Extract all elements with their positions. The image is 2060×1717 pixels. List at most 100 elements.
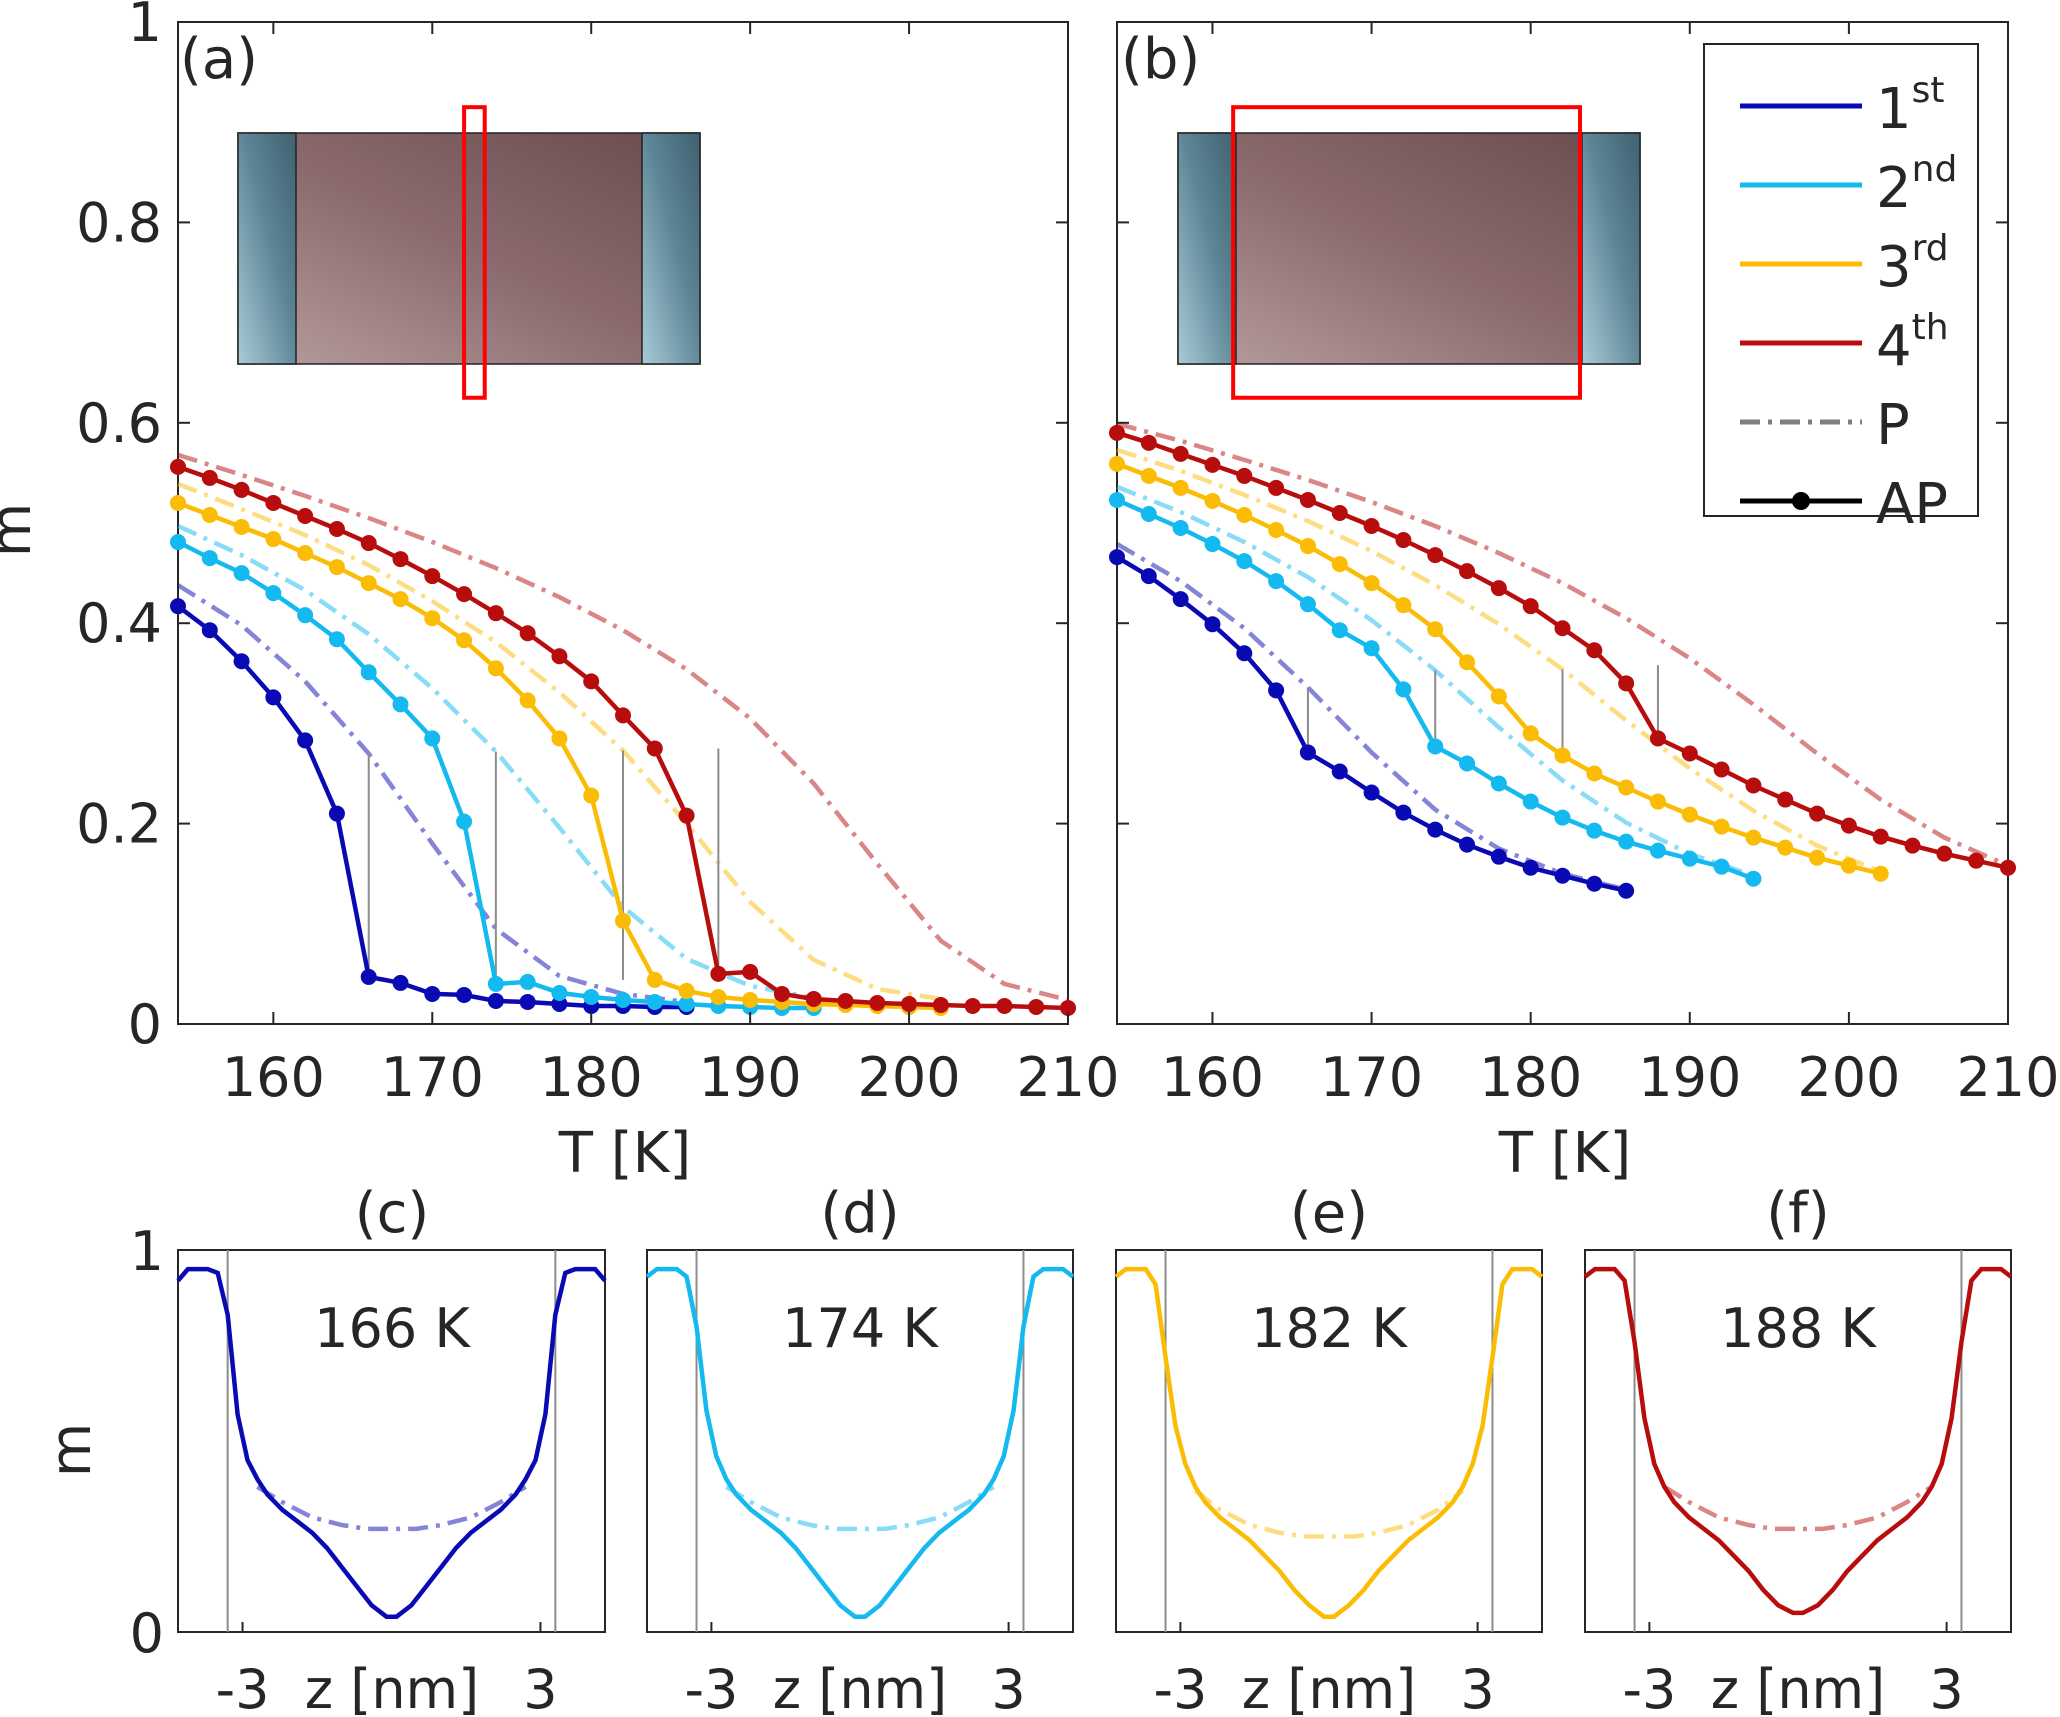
- ap-point-second: [1554, 809, 1571, 826]
- ap-point-first: [1109, 549, 1125, 566]
- ap-point-first: [328, 805, 345, 822]
- ap-point-first: [201, 622, 218, 639]
- ap-point-fourth: [869, 994, 886, 1011]
- averaging-region-box: [462, 105, 487, 400]
- ap-point-second: [1140, 505, 1157, 522]
- ap-point-third: [424, 610, 441, 627]
- temperature-label-c: 166 K: [314, 1297, 471, 1360]
- ap-point-second: [456, 813, 473, 830]
- ap-point-second: [1618, 833, 1635, 850]
- legend-label: AP: [1876, 472, 1948, 537]
- ap-point-second: [1268, 573, 1285, 590]
- x-tick-label: 180: [1479, 1046, 1582, 1109]
- ap-point-third: [583, 787, 600, 804]
- ap-point-second: [265, 585, 282, 602]
- ap-point-third: [1872, 865, 1889, 882]
- ap-point-fourth: [1331, 504, 1348, 521]
- ap-point-second: [678, 995, 695, 1012]
- ap-point-first: [170, 598, 186, 615]
- ap-point-third: [170, 494, 186, 511]
- ap-point-third: [1236, 506, 1253, 523]
- p-curve-second: [177, 523, 815, 1001]
- axes-frame: [177, 1249, 606, 1633]
- panel-label-a: (a): [180, 27, 258, 92]
- ap-point-second: [1236, 553, 1253, 570]
- inset-right-magnet: [641, 132, 701, 365]
- ap-point-third: [1554, 747, 1571, 764]
- ap-point-fourth: [1299, 491, 1316, 508]
- ap-point-third: [233, 519, 250, 536]
- ap-point-fourth: [551, 648, 568, 665]
- ap-point-fourth: [1028, 998, 1045, 1015]
- p-profile-fourth: [1663, 1484, 1933, 1532]
- y-tick-label: 0.4: [76, 592, 162, 655]
- ap-point-third: [1618, 779, 1635, 796]
- ap-point-fourth: [1936, 845, 1953, 862]
- ap-point-third: [1681, 806, 1698, 823]
- x-tick-label: 3: [1929, 1658, 1963, 1717]
- x-tick-label: 170: [1320, 1046, 1423, 1109]
- x-tick-label: 170: [381, 1046, 484, 1109]
- ap-point-third: [1490, 688, 1507, 705]
- ap-point-fourth: [1777, 791, 1794, 808]
- ap-point-third: [297, 545, 314, 562]
- legend-label: 4th: [1876, 307, 1949, 379]
- p-curve-fourth: [177, 452, 1069, 1003]
- ap-point-first: [1490, 848, 1507, 865]
- ap-point-fourth: [583, 673, 600, 690]
- x-tick-label: 160: [1161, 1046, 1264, 1109]
- ap-point-fourth: [1060, 999, 1076, 1016]
- averaging-region-box: [1231, 105, 1583, 400]
- ap-point-third: [519, 692, 536, 709]
- p-curve-third: [1116, 447, 1882, 874]
- axes-frame: [1115, 1249, 1543, 1633]
- ap-point-fourth: [1522, 598, 1539, 615]
- ap-point-fourth: [233, 481, 250, 498]
- ap-point-fourth: [328, 521, 345, 538]
- ap-point-third: [265, 531, 282, 548]
- ap-point-second: [1490, 775, 1507, 792]
- ap-point-third: [328, 559, 345, 576]
- ap-point-first: [1268, 682, 1285, 699]
- ap-point-fourth: [1586, 642, 1603, 659]
- ap-point-first: [1236, 645, 1253, 662]
- inset-right-magnet: [1581, 132, 1641, 365]
- x-tick-label: 190: [1638, 1046, 1741, 1109]
- inset-spacer-layer: [1177, 132, 1641, 365]
- ap-point-third: [615, 912, 631, 929]
- x-tick-label: 210: [1956, 1046, 2059, 1109]
- ap-point-fourth: [1427, 547, 1444, 564]
- ap-point-second: [1299, 596, 1316, 613]
- ap-point-second: [1681, 850, 1698, 867]
- ap-profile-third: [1114, 1266, 1544, 1619]
- y-tick-label: 0.8: [76, 191, 162, 254]
- ap-point-third: [1395, 597, 1412, 614]
- ap-point-third: [1427, 621, 1444, 638]
- ap-point-third: [1777, 839, 1794, 856]
- ap-point-third: [392, 591, 409, 608]
- ap-point-third: [456, 632, 473, 649]
- ap-point-fourth: [1204, 456, 1221, 473]
- x-tick-label: 3: [523, 1658, 557, 1717]
- ap-point-second: [1331, 622, 1348, 639]
- x-tick-label: 200: [858, 1046, 961, 1109]
- ap-profile-first: [176, 1266, 607, 1619]
- p-profile-second: [725, 1484, 995, 1532]
- ap-point-second: [1522, 793, 1539, 810]
- ap-point-third: [551, 730, 568, 747]
- panel-a: 160 170 180 190 200 210 0 0.2 0.4 0.6 0.8 1: [76, 0, 1119, 1109]
- ap-point-second: [1109, 491, 1125, 508]
- ap-point-fourth: [1363, 518, 1380, 535]
- ap-point-third: [1745, 829, 1762, 846]
- legend-label: 1st: [1876, 70, 1945, 142]
- x-tick-label: -3: [1622, 1658, 1676, 1717]
- legend-label: P: [1876, 393, 1910, 458]
- ap-point-fourth: [360, 535, 377, 552]
- ap-point-second: [1459, 755, 1476, 772]
- ap-point-fourth: [201, 469, 218, 486]
- y-axis-label-top: m: [0, 503, 44, 558]
- ap-point-fourth: [1904, 837, 1921, 854]
- inset-left-magnet: [237, 132, 297, 365]
